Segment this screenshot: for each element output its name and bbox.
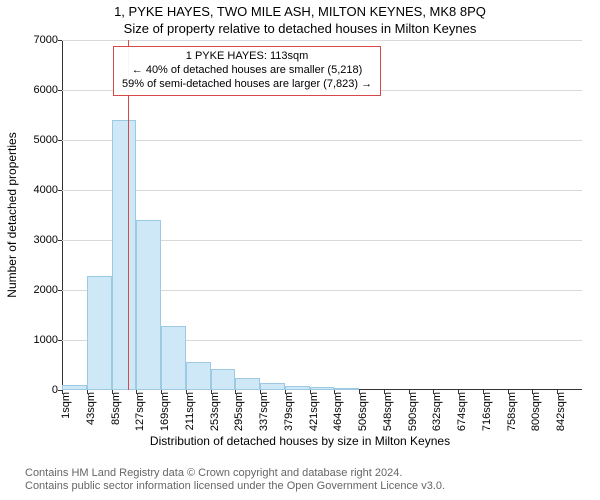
- x-tick-label: 506sqm: [357, 392, 369, 431]
- gridline: [62, 40, 582, 41]
- y-tick-mark: [58, 290, 62, 291]
- x-tick-label: 421sqm: [308, 392, 320, 431]
- x-tick-mark: [62, 390, 63, 394]
- x-tick-mark: [359, 390, 360, 394]
- x-tick-label: 632sqm: [431, 392, 443, 431]
- x-tick-label: 674sqm: [456, 392, 468, 431]
- info-box-line2: ← 40% of detached houses are smaller (5,…: [122, 64, 372, 78]
- y-tick-mark: [58, 240, 62, 241]
- x-tick-mark: [310, 390, 311, 394]
- x-tick-label: 295sqm: [233, 392, 245, 431]
- histogram-bar: [334, 388, 359, 390]
- y-tick-label: 4000: [8, 184, 58, 196]
- x-tick-label: 716sqm: [481, 392, 493, 431]
- x-tick-label: 379sqm: [283, 392, 295, 431]
- x-tick-mark: [508, 390, 509, 394]
- chart-subtitle: Size of property relative to detached ho…: [0, 21, 600, 36]
- y-tick-label: 5000: [8, 134, 58, 146]
- x-tick-mark: [384, 390, 385, 394]
- x-tick-mark: [161, 390, 162, 394]
- x-tick-label: 1sqm: [60, 392, 72, 419]
- info-box-line1: 1 PYKE HAYES: 113sqm: [122, 50, 372, 64]
- x-tick-mark: [260, 390, 261, 394]
- y-tick-mark: [58, 340, 62, 341]
- y-tick-mark: [58, 190, 62, 191]
- histogram-bar: [260, 383, 285, 391]
- x-tick-label: 43sqm: [85, 392, 97, 425]
- x-tick-mark: [557, 390, 558, 394]
- x-tick-mark: [235, 390, 236, 394]
- y-tick-label: 6000: [8, 84, 58, 96]
- x-tick-mark: [409, 390, 410, 394]
- x-tick-label: 127sqm: [134, 392, 146, 431]
- y-tick-label: 0: [8, 384, 58, 396]
- y-axis-title: Number of detached properties: [5, 132, 19, 297]
- x-tick-mark: [87, 390, 88, 394]
- x-tick-label: 800sqm: [530, 392, 542, 431]
- info-box-line3: 59% of semi-detached houses are larger (…: [122, 78, 372, 92]
- y-axis-line: [62, 40, 63, 390]
- x-tick-mark: [285, 390, 286, 394]
- histogram-bar: [161, 326, 186, 390]
- gridline: [62, 140, 582, 141]
- x-tick-mark: [112, 390, 113, 394]
- histogram-bar: [186, 362, 211, 390]
- y-tick-mark: [58, 40, 62, 41]
- y-tick-label: 2000: [8, 284, 58, 296]
- x-tick-label: 169sqm: [159, 392, 171, 431]
- x-tick-label: 337sqm: [258, 392, 270, 431]
- footer-line2: Contains public sector information licen…: [25, 480, 445, 494]
- histogram-bar: [136, 220, 161, 390]
- y-tick-label: 7000: [8, 34, 58, 46]
- histogram-bar: [112, 120, 137, 390]
- histogram-bar: [87, 276, 112, 390]
- y-tick-label: 1000: [8, 334, 58, 346]
- x-tick-mark: [211, 390, 212, 394]
- x-tick-label: 85sqm: [110, 392, 122, 425]
- footer-line1: Contains HM Land Registry data © Crown c…: [25, 467, 445, 481]
- gridline: [62, 190, 582, 191]
- chart-title: 1, PYKE HAYES, TWO MILE ASH, MILTON KEYN…: [0, 4, 600, 19]
- x-tick-mark: [186, 390, 187, 394]
- x-axis-title: Distribution of detached houses by size …: [0, 434, 600, 448]
- x-tick-label: 464sqm: [332, 392, 344, 431]
- histogram-bar: [235, 378, 260, 391]
- histogram-bar: [285, 386, 310, 390]
- y-tick-mark: [58, 90, 62, 91]
- x-tick-mark: [458, 390, 459, 394]
- x-tick-mark: [483, 390, 484, 394]
- y-tick-mark: [58, 140, 62, 141]
- x-tick-mark: [433, 390, 434, 394]
- y-tick-label: 3000: [8, 234, 58, 246]
- histogram-bar: [62, 385, 87, 390]
- x-tick-label: 548sqm: [382, 392, 394, 431]
- x-tick-label: 758sqm: [506, 392, 518, 431]
- footer: Contains HM Land Registry data © Crown c…: [25, 467, 445, 495]
- histogram-bar: [211, 369, 236, 391]
- histogram-bar: [310, 387, 335, 390]
- x-tick-label: 842sqm: [555, 392, 567, 431]
- x-tick-mark: [136, 390, 137, 394]
- x-tick-mark: [532, 390, 533, 394]
- x-tick-label: 253sqm: [209, 392, 221, 431]
- x-tick-mark: [334, 390, 335, 394]
- chart-container: 1, PYKE HAYES, TWO MILE ASH, MILTON KEYN…: [0, 0, 600, 500]
- x-tick-label: 211sqm: [184, 392, 196, 430]
- info-box: 1 PYKE HAYES: 113sqm ← 40% of detached h…: [113, 46, 381, 96]
- x-tick-label: 590sqm: [407, 392, 419, 431]
